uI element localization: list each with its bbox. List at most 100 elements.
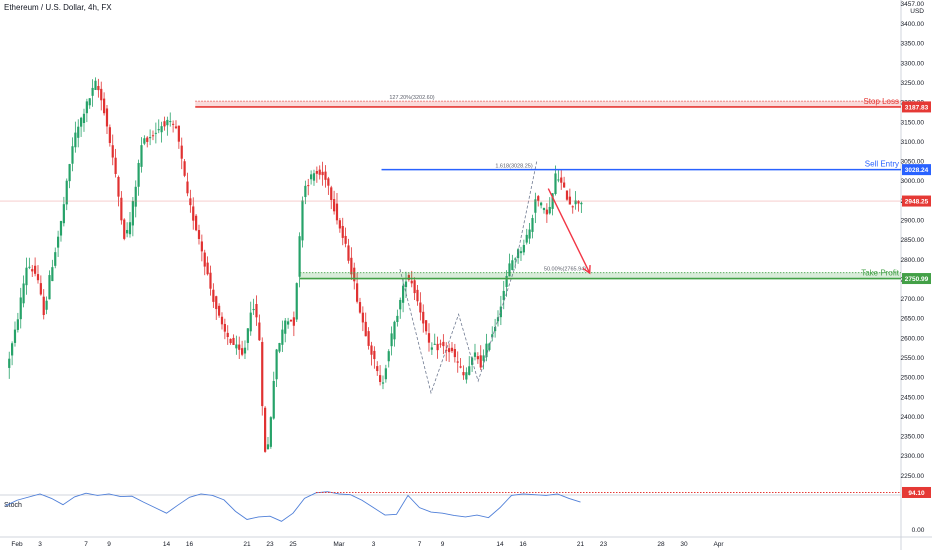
time-axis-tick: 16 — [186, 541, 194, 548]
candle-body — [88, 98, 91, 106]
candle-body — [82, 113, 86, 123]
candle-body — [255, 303, 258, 318]
candle-body — [120, 197, 123, 221]
candle-body — [574, 200, 577, 205]
candle-body — [80, 117, 83, 127]
candle-body — [358, 302, 362, 313]
candle-body — [399, 299, 402, 310]
candle-body — [229, 338, 232, 344]
price-axis-tick: 2900.00 — [901, 218, 925, 225]
candle-body — [215, 296, 218, 310]
candle-body — [177, 125, 180, 142]
candle-body — [154, 132, 157, 134]
candle-body — [31, 269, 34, 272]
candle-body — [468, 366, 471, 375]
price-axis-tick: 2350.00 — [901, 434, 925, 441]
candle-body — [557, 179, 560, 181]
candle-body — [384, 368, 387, 380]
price-tag-stop-loss-bg — [902, 101, 931, 113]
price-axis-tick: 2250.00 — [901, 473, 925, 480]
candle-body — [413, 280, 416, 294]
time-axis-tick: 23 — [600, 541, 608, 548]
candle-body — [264, 407, 267, 452]
price-axis-tick: 2500.00 — [901, 375, 925, 382]
candle-body — [422, 311, 425, 324]
candle-body — [287, 321, 290, 325]
candle-body — [261, 341, 264, 407]
price-axis-tick: 2300.00 — [901, 453, 925, 460]
candle-body — [169, 121, 172, 123]
stoch-line — [5, 491, 581, 522]
price-axis-currency: USD — [910, 8, 924, 15]
candle-body — [292, 317, 295, 326]
price-tag-take-profit-bg — [902, 273, 931, 285]
candle-body — [361, 312, 364, 323]
candle-body — [42, 296, 45, 316]
price-tag-sell-entry-bg — [902, 164, 931, 176]
candle-body — [419, 302, 422, 313]
stoch-axis-label: 0.00 — [912, 527, 925, 534]
candle-body — [186, 181, 189, 194]
time-axis-tick: 3 — [38, 541, 42, 548]
price-axis-tick: 2600.00 — [901, 335, 925, 342]
candle-body — [341, 225, 344, 238]
candle-body — [34, 265, 37, 274]
candle-body — [436, 343, 439, 351]
candle-body — [511, 260, 514, 270]
time-axis-tick: 30 — [680, 541, 688, 548]
candle-body — [197, 230, 201, 240]
candle-body — [465, 372, 468, 380]
candle-body — [39, 283, 42, 295]
candle-body — [266, 444, 270, 450]
candle-body — [505, 275, 508, 287]
candle-body — [11, 343, 14, 356]
candle-body — [571, 206, 574, 208]
projection-arrow-line — [547, 188, 591, 274]
candle-body — [330, 187, 333, 200]
candle-body — [390, 333, 393, 347]
candle-body — [381, 382, 385, 384]
candle-body — [508, 263, 511, 277]
price-axis-tick: 2850.00 — [901, 237, 925, 244]
candle-body — [246, 328, 249, 343]
candle-body — [304, 185, 307, 198]
time-axis-tick: 7 — [418, 541, 422, 548]
price-axis-top-label: 3457.00 — [901, 1, 925, 8]
candle-body — [226, 332, 229, 338]
candle-body — [278, 342, 281, 352]
candle-body — [471, 357, 474, 365]
candle-body — [19, 297, 22, 320]
candle-body — [243, 347, 247, 354]
price-axis-tick: 2450.00 — [901, 394, 925, 401]
candle-body — [180, 145, 183, 159]
candle-body — [128, 222, 132, 235]
candle-body — [410, 280, 413, 284]
price-tag-current-bg — [902, 195, 931, 207]
time-axis-tick: 14 — [496, 541, 504, 548]
candle-body — [203, 252, 206, 267]
candle-body — [522, 244, 525, 253]
candle-body — [269, 417, 272, 447]
candle-body — [545, 209, 548, 215]
candle-body — [364, 321, 367, 337]
candle-body — [123, 219, 126, 239]
candle-body — [77, 126, 80, 138]
candle-body — [235, 344, 238, 349]
candle-body — [298, 236, 301, 277]
price-tag-sell-entry: 3028.24 — [905, 167, 929, 174]
candle-body — [51, 267, 54, 282]
candle-body — [563, 182, 566, 188]
candle-body — [324, 171, 327, 180]
level-name-label: Take Profit — [861, 269, 900, 278]
candle-body — [450, 347, 454, 352]
price-axis-tick: 3050.00 — [901, 159, 925, 166]
candle-body — [232, 337, 235, 345]
candle-body — [13, 329, 17, 343]
candle-body — [284, 320, 287, 334]
candle-body — [183, 161, 186, 176]
candle-body — [117, 176, 120, 197]
candle-body — [195, 215, 198, 231]
level-zone — [195, 101, 901, 107]
candle-body — [350, 257, 353, 275]
